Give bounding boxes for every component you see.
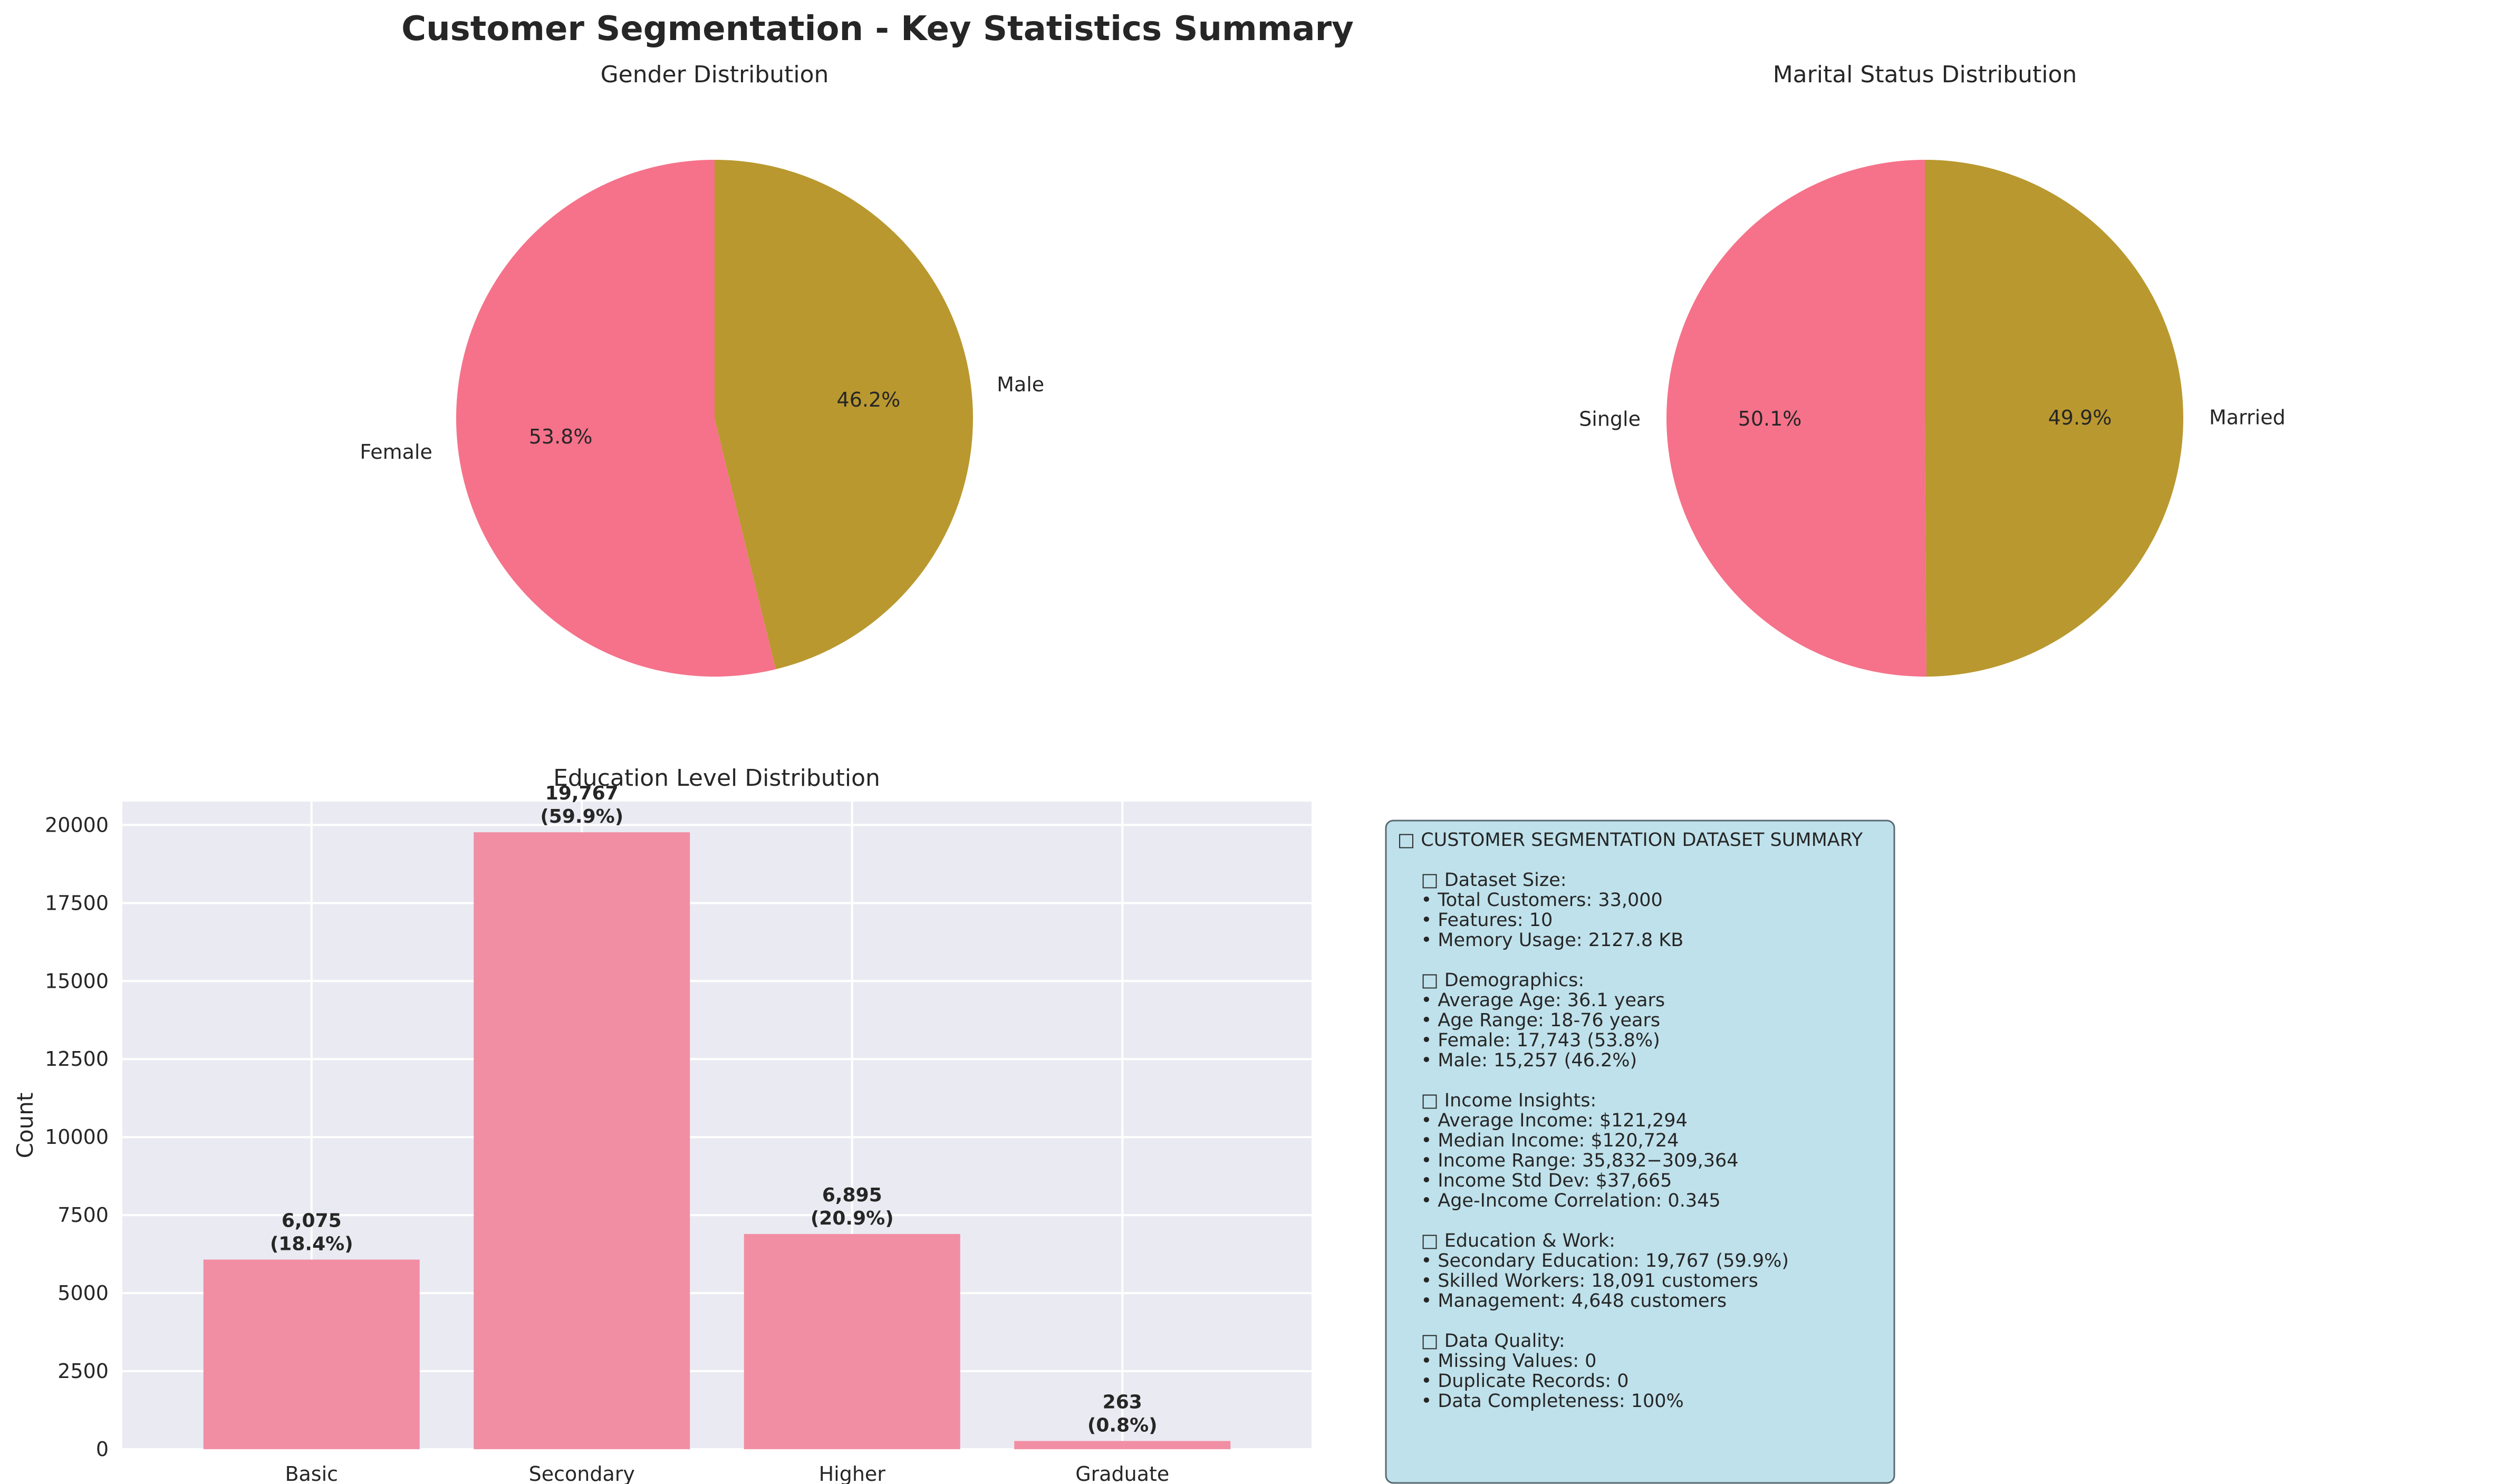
bar-higher: [744, 1234, 960, 1449]
summary-line: □ CUSTOMER SEGMENTATION DATASET SUMMARY: [1398, 830, 1863, 851]
pie-pct-male: 46.2%: [837, 388, 901, 411]
summary-line: • Secondary Education: 19,767 (59.9%): [1398, 1250, 1789, 1271]
y-tick-label: 0: [96, 1438, 109, 1461]
summary-line: • Features: 10: [1398, 910, 1553, 931]
education-bar-chart: 6,075(18.4%) 19,767(59.9%) 6,895(20.9%) 263…: [12, 765, 1312, 1484]
y-tick-label: 2500: [57, 1360, 109, 1383]
pie-slice-single: [1666, 160, 1927, 677]
summary-line: • Average Income: $121,294: [1398, 1110, 1688, 1131]
pie-slice-female: [456, 160, 776, 677]
summary-line: • Male: 15,257 (46.2%): [1398, 1050, 1637, 1071]
pie-slice-male: [715, 160, 974, 670]
summary-line: • Income Range: 35,832−309,364: [1398, 1150, 1739, 1171]
bar-data-labels: 6,075(18.4%) 19,767(59.9%) 6,895(20.9%) 263…: [270, 783, 1158, 1436]
bar-y-axis-label: Count: [12, 1093, 38, 1159]
pie-pct-single: 50.1%: [1738, 407, 1802, 430]
summary-line: • Total Customers: 33,000: [1398, 890, 1663, 911]
y-tick-label: 15000: [45, 969, 109, 992]
bar-basic: [203, 1259, 420, 1449]
bar-pct-label: (18.4%): [270, 1233, 353, 1255]
marital-pie-chart: Marital Status Distribution Single 50.1% M…: [1579, 61, 2286, 677]
pie-label-female: Female: [360, 440, 432, 464]
x-tick-label: Higher: [819, 1462, 886, 1484]
summary-line: □ Demographics:: [1398, 970, 1584, 991]
summary-line: • Management: 4,648 customers: [1398, 1290, 1727, 1312]
dataset-summary-box: □ CUSTOMER SEGMENTATION DATASET SUMMARY …: [1385, 820, 1895, 1484]
summary-lines: □ CUSTOMER SEGMENTATION DATASET SUMMARY …: [1398, 830, 1863, 1412]
x-tick-label: Graduate: [1075, 1462, 1169, 1484]
summary-line: • Income Std Dev: $37,665: [1398, 1170, 1672, 1191]
gender-pie-chart: Gender Distribution Female 53.8% Male 46.2%: [360, 61, 1044, 677]
marital-pie-title: Marital Status Distribution: [1773, 61, 2077, 88]
summary-line: • Female: 17,743 (53.8%): [1398, 1030, 1660, 1051]
summary-line: □ Income Insights:: [1398, 1090, 1596, 1111]
bar-chart-title: Education Level Distribution: [553, 765, 880, 792]
y-tick-label: 17500: [45, 891, 109, 914]
summary-line: • Missing Values: 0: [1398, 1351, 1596, 1372]
bar-value-label: 6,075: [282, 1210, 342, 1231]
pie-pct-married: 49.9%: [2048, 406, 2112, 429]
x-tick-label: Secondary: [529, 1462, 635, 1484]
pie-slice-married: [1925, 160, 2184, 677]
bar-axis-ticks: 0 2500 5000 7500 10000 12500 15000 17500 20000 Ba…: [45, 813, 1169, 1484]
pie-label-single: Single: [1579, 408, 1641, 431]
pie-label-male: Male: [997, 373, 1044, 396]
summary-line: • Duplicate Records: 0: [1398, 1371, 1629, 1392]
summary-line: • Age Range: 18-76 years: [1398, 1010, 1660, 1031]
gender-pie-title: Gender Distribution: [601, 61, 829, 88]
pie-label-married: Married: [2209, 406, 2286, 429]
figure-title: Customer Segmentation - Key Statistics S…: [401, 9, 1354, 49]
summary-line: • Skilled Workers: 18,091 customers: [1398, 1270, 1758, 1292]
summary-line: • Average Age: 36.1 years: [1398, 990, 1665, 1011]
pie-pct-female: 53.8%: [529, 425, 593, 448]
summary-line: • Age-Income Correlation: 0.345: [1398, 1190, 1721, 1211]
y-tick-label: 10000: [45, 1125, 109, 1149]
bar-value-label: 6,895: [822, 1184, 882, 1206]
bar-pct-label: (20.9%): [811, 1208, 894, 1229]
summary-line: □ Dataset Size:: [1398, 870, 1567, 891]
bar-secondary: [474, 832, 690, 1449]
bar-value-label: 19,767: [545, 783, 619, 804]
bar-gridlines: [122, 802, 1312, 1450]
bar-series: [203, 832, 1231, 1449]
bar-value-label: 263: [1103, 1391, 1142, 1413]
bar-pct-label: (0.8%): [1087, 1414, 1158, 1436]
bar-graduate: [1014, 1441, 1231, 1449]
x-tick-label: Basic: [285, 1462, 338, 1484]
y-tick-label: 5000: [57, 1281, 109, 1305]
summary-line: □ Education & Work:: [1398, 1230, 1615, 1251]
summary-line: • Data Completeness: 100%: [1398, 1391, 1684, 1412]
y-tick-label: 12500: [45, 1047, 109, 1071]
y-tick-label: 20000: [45, 813, 109, 836]
summary-background: [1385, 820, 1895, 1484]
summary-line: □ Data Quality:: [1398, 1331, 1565, 1352]
summary-line: • Median Income: $120,724: [1398, 1130, 1679, 1151]
bar-pct-label: (59.9%): [540, 806, 623, 827]
summary-line: • Memory Usage: 2127.8 KB: [1398, 930, 1683, 951]
y-tick-label: 7500: [57, 1203, 109, 1227]
